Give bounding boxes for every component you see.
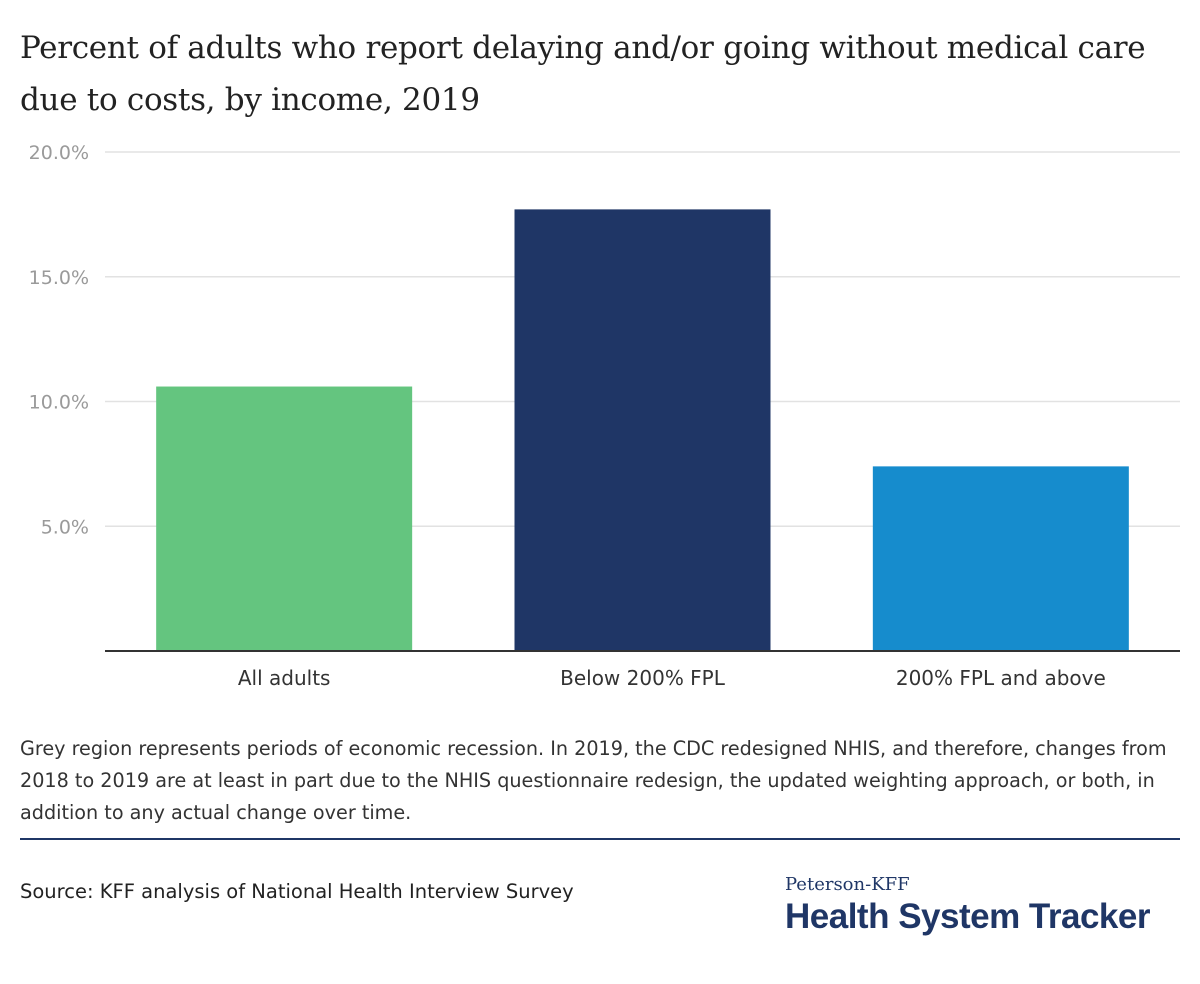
footer-divider bbox=[20, 838, 1180, 840]
bar bbox=[872, 466, 1129, 651]
logo-main-text: Health System Tracker bbox=[785, 897, 1150, 936]
y-tick-label: 20.0% bbox=[29, 142, 89, 164]
chart-note: Grey region represents periods of econom… bbox=[20, 737, 1167, 824]
source-text: Source: KFF analysis of National Health … bbox=[20, 880, 574, 903]
axes: 5.0% 10.0% 15.0% 20.0% All adults Below 200% … bbox=[29, 142, 1180, 690]
publisher-logo: Peterson-KFF Health System Tracker bbox=[785, 874, 1185, 938]
y-tick-label: 5.0% bbox=[41, 516, 89, 538]
x-tick-label: 200% FPL and above bbox=[896, 666, 1106, 690]
bar-chart: 5.0% 10.0% 15.0% 20.0% All adults Below 200% … bbox=[29, 142, 1180, 690]
bar bbox=[514, 209, 771, 651]
x-tick-label: All adults bbox=[238, 666, 331, 690]
x-tick-label: Below 200% FPL bbox=[560, 666, 726, 690]
chart-title: Percent of adults who report delaying an… bbox=[20, 30, 1146, 118]
bars bbox=[156, 209, 1129, 651]
y-tick-label: 10.0% bbox=[29, 392, 89, 414]
logo-top-text: Peterson-KFF bbox=[785, 874, 910, 895]
y-tick-label: 15.0% bbox=[29, 267, 89, 289]
bar bbox=[156, 386, 413, 651]
